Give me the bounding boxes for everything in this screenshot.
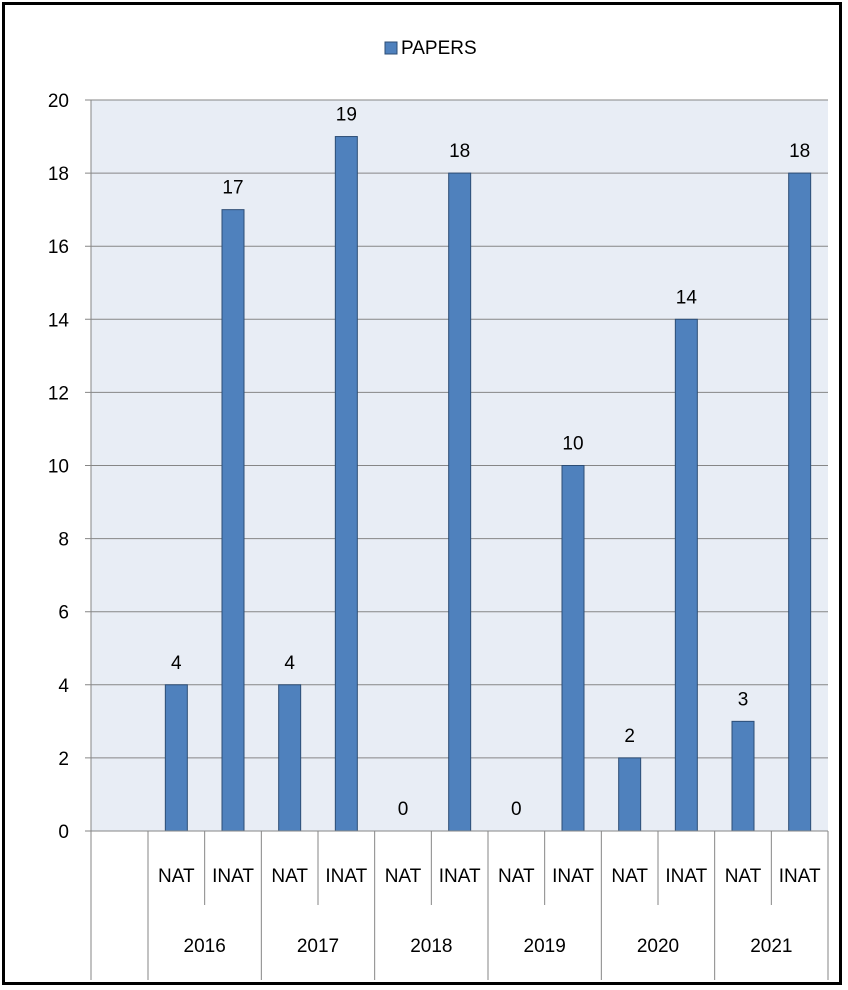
x-tick-label: INAT <box>779 866 821 887</box>
bar <box>731 720 755 832</box>
x-group-label: 2020 <box>637 936 679 957</box>
x-group-label: 2016 <box>184 936 226 957</box>
data-label: 4 <box>171 653 182 674</box>
data-label: 10 <box>562 434 583 455</box>
y-tick-label: 8 <box>58 530 69 551</box>
y-tick-label: 14 <box>48 310 70 331</box>
x-group-label: 2018 <box>410 936 452 957</box>
data-label: 0 <box>398 799 409 820</box>
x-tick-label: NAT <box>271 866 308 887</box>
x-group-label: 2021 <box>750 936 792 957</box>
data-label: 18 <box>449 141 470 162</box>
x-group-label: 2019 <box>524 936 566 957</box>
y-tick-label: 12 <box>48 383 69 404</box>
x-axis: NAT INAT NAT INAT NAT INAT NAT INAT NAT INAT NAT IN… <box>90 830 829 980</box>
x-tick-label: INAT <box>325 866 367 887</box>
data-label: 4 <box>284 653 295 674</box>
bar <box>788 172 812 832</box>
bar-chart: PAPERS 0 2 4 6 8 10 12 14 16 18 20 4 17 4 19 0 18 0 10 2 14… <box>48 38 829 980</box>
y-tick-label: 0 <box>58 822 69 843</box>
bar <box>561 465 585 832</box>
x-tick-label: INAT <box>212 866 254 887</box>
y-tick-label: 4 <box>58 676 69 697</box>
x-tick-label: INAT <box>552 866 594 887</box>
bar <box>164 684 188 832</box>
x-tick-label: INAT <box>665 866 707 887</box>
legend: PAPERS <box>384 38 477 59</box>
legend-swatch <box>384 41 398 55</box>
y-tick-label: 2 <box>58 749 69 770</box>
bar <box>618 757 642 832</box>
data-label: 14 <box>676 287 698 308</box>
data-label: 18 <box>789 141 810 162</box>
x-tick-label: NAT <box>385 866 422 887</box>
data-label: 19 <box>336 105 357 126</box>
x-tick-label: INAT <box>439 866 481 887</box>
data-label: 0 <box>511 799 522 820</box>
bar <box>278 684 302 832</box>
y-tick-label: 6 <box>58 603 69 624</box>
bar <box>674 318 698 832</box>
y-axis: 0 2 4 6 8 10 12 14 16 18 20 <box>48 91 92 843</box>
x-tick-label: NAT <box>498 866 535 887</box>
x-group-label: 2017 <box>297 936 339 957</box>
x-tick-label: NAT <box>725 866 762 887</box>
y-tick-label: 20 <box>48 91 69 112</box>
data-labels: 4 17 4 19 0 18 0 10 2 14 3 18 <box>171 105 810 820</box>
data-label: 2 <box>624 726 635 747</box>
legend-label: PAPERS <box>401 38 477 59</box>
bar <box>334 136 358 832</box>
data-label: 3 <box>738 689 749 710</box>
y-tick-label: 10 <box>48 457 69 478</box>
y-tick-label: 16 <box>48 237 69 258</box>
bar <box>221 209 245 832</box>
x-tick-label: NAT <box>158 866 195 887</box>
data-label: 17 <box>222 178 243 199</box>
bar <box>448 172 472 832</box>
x-tick-label: NAT <box>611 866 648 887</box>
y-tick-label: 18 <box>48 164 69 185</box>
